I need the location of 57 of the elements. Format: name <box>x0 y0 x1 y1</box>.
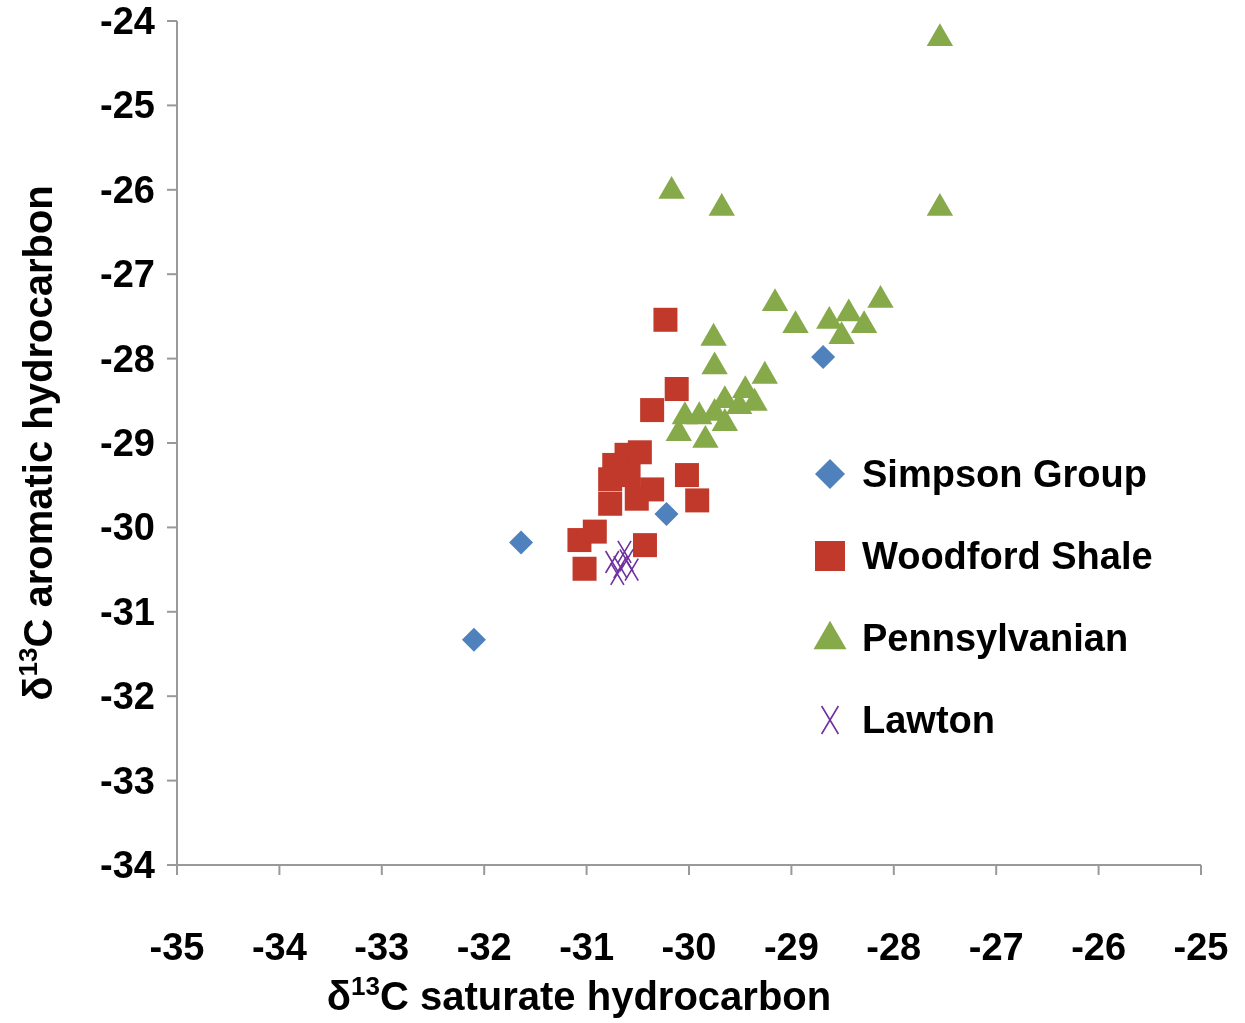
point <box>692 424 719 448</box>
point <box>654 501 679 526</box>
point <box>674 463 699 488</box>
x-tick-label: -34 <box>251 926 307 968</box>
legend-label: Woodford Shale <box>862 535 1153 577</box>
legend-label: Pennsylvanian <box>862 617 1129 659</box>
y-tick-label: -27 <box>100 253 155 296</box>
point <box>867 284 894 308</box>
y-tick-label: -31 <box>100 590 155 633</box>
point <box>711 408 739 431</box>
point <box>664 376 689 401</box>
point <box>640 398 665 423</box>
x-tick-label: -33 <box>354 926 410 968</box>
point <box>835 298 862 322</box>
point <box>632 533 657 558</box>
point <box>658 176 685 199</box>
point <box>461 627 486 652</box>
point <box>700 322 727 346</box>
point <box>828 321 855 344</box>
y-tick-label: -29 <box>100 422 155 464</box>
y-tick-label: -32 <box>100 675 155 718</box>
x-tick-label: -30 <box>661 926 717 968</box>
x-tick-label: -25 <box>1173 926 1229 968</box>
point <box>761 288 789 312</box>
y-tick-label: -26 <box>100 168 155 211</box>
x-tick-label: -29 <box>763 926 819 968</box>
x-tick-label: -31 <box>559 926 615 968</box>
y-tick-label: -30 <box>100 506 155 549</box>
point <box>582 519 607 544</box>
point <box>701 351 728 375</box>
legend-label: Simpson Group <box>862 453 1147 495</box>
point <box>624 486 649 511</box>
point <box>811 344 836 369</box>
x-tick-label: -28 <box>866 926 922 968</box>
x-tick-label: -26 <box>1071 926 1127 968</box>
y-tick-label: -28 <box>100 337 155 380</box>
point <box>751 360 778 384</box>
x-tick-label: -32 <box>456 926 512 968</box>
y-tick-label: -24 <box>100 0 155 42</box>
point <box>708 192 735 216</box>
x-tick-label: -35 <box>149 926 205 968</box>
point <box>627 440 652 465</box>
point <box>816 305 843 329</box>
point <box>598 491 623 516</box>
point <box>850 310 878 333</box>
point <box>572 556 597 581</box>
point <box>685 488 710 513</box>
y-tick-label: -25 <box>100 84 155 127</box>
point <box>653 307 678 332</box>
x-axis-title: δ$^{13}$C saturate hydrocarbon <box>326 971 832 1018</box>
x-tick-label: -27 <box>968 926 1024 968</box>
legend-label: Lawton <box>862 699 995 741</box>
point <box>782 310 809 333</box>
y-tick-label: -34 <box>100 844 155 886</box>
y-tick-label: -33 <box>100 759 155 802</box>
point <box>926 192 954 216</box>
point <box>509 530 534 555</box>
